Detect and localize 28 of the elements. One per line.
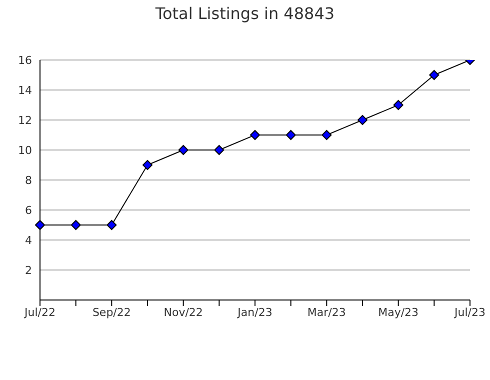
y-tick-label: 16 [18,54,32,67]
y-tick-label: 4 [25,234,32,247]
point [358,115,368,125]
point [322,130,332,140]
x-tick-label: Jan/23 [236,306,272,319]
point [106,220,117,230]
point [214,145,224,155]
x-tick-label: Jul/22 [24,306,56,319]
x-tick-label: Nov/22 [164,306,203,319]
y-tick-label: 8 [25,174,32,187]
x-tick-label: Sep/22 [92,306,131,319]
y-tick-label: 6 [25,204,32,217]
y-tick-label: 2 [25,264,32,277]
point [250,130,260,140]
y-tick-label: 12 [18,114,32,127]
x-tick-label: Jul/23 [454,306,486,319]
point [429,70,440,80]
point [178,145,188,155]
point [142,160,152,170]
y-tick-label: 10 [18,144,32,157]
x-tick-label: May/23 [378,306,419,319]
chart-title: Total Listings in 48843 [154,4,336,23]
point [393,100,404,110]
point [286,130,296,140]
point [35,220,45,230]
x-tick-label: Mar/23 [307,306,346,319]
y-tick-label: 14 [18,84,32,97]
point [70,220,81,230]
